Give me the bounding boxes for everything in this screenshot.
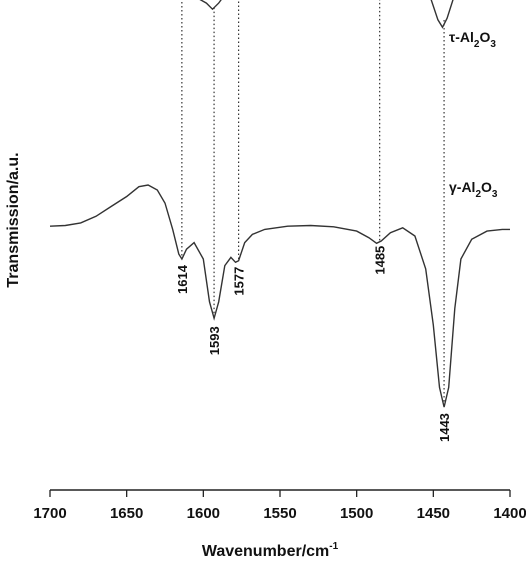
x-tick-label: 1700 bbox=[33, 505, 66, 522]
y-axis-title: Transmission/a.u. bbox=[5, 152, 22, 287]
peak-label-1485: 1485 bbox=[373, 246, 388, 275]
x-tick-label: 1500 bbox=[340, 505, 373, 522]
peak-label-1577: 1577 bbox=[232, 267, 247, 296]
x-tick-label: 1650 bbox=[110, 505, 143, 522]
x-tick-label: 1600 bbox=[187, 505, 220, 522]
x-tick-label: 1550 bbox=[263, 505, 296, 522]
x-tick-label: 1400 bbox=[493, 505, 526, 522]
peak-label-1614: 1614 bbox=[175, 264, 190, 294]
series-line-gamma bbox=[49, 184, 510, 408]
series-line-tau bbox=[199, 0, 454, 29]
series-label-tau: τ-Al2O3 bbox=[449, 29, 496, 50]
x-axis-title: Wavenumber/cm-1 bbox=[202, 541, 339, 560]
peak-label-1443: 1443 bbox=[437, 413, 452, 442]
peak-label-1593: 1593 bbox=[207, 326, 222, 355]
series-label-gamma: γ-Al2O3 bbox=[449, 179, 498, 200]
x-tick-label: 1450 bbox=[417, 505, 450, 522]
